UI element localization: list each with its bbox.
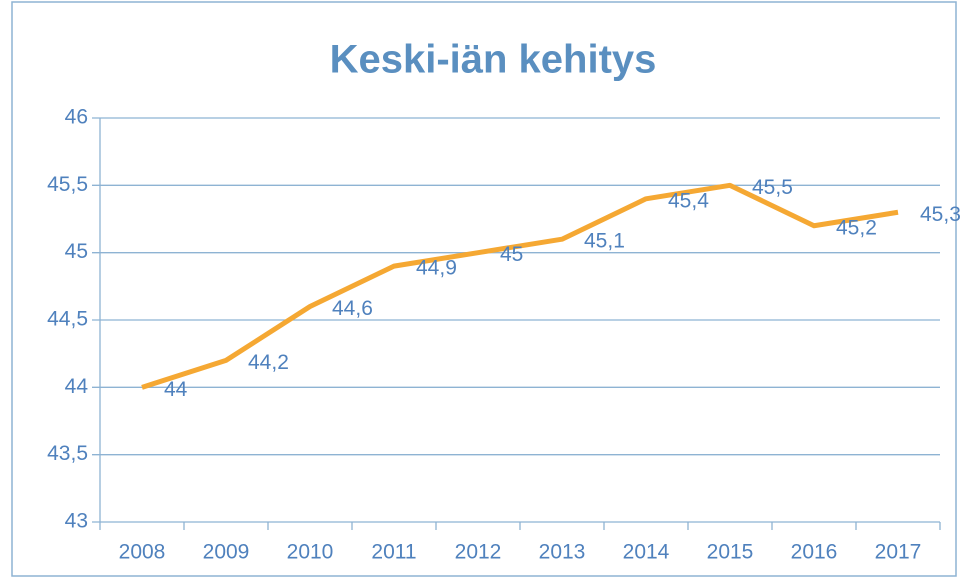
y-tick-label: 45 (65, 240, 88, 263)
data-line (141, 182, 899, 390)
chart-title: Keski-iän kehitys (330, 38, 657, 82)
data-label: 44,9 (416, 257, 457, 280)
data-label: 45,4 (668, 189, 709, 212)
x-tick-label: 2016 (791, 541, 838, 564)
x-tick-label: 2011 (371, 541, 416, 564)
x-tick-label: 2017 (875, 541, 922, 564)
x-tick-label: 2012 (455, 541, 502, 564)
data-label: 45,3 (920, 203, 961, 226)
y-tick-label: 44 (65, 375, 89, 398)
data-label: 45,1 (584, 230, 625, 253)
x-tick-label: 2015 (707, 541, 754, 564)
y-tick-label: 43,5 (47, 442, 88, 465)
data-label: 44 (164, 378, 188, 401)
x-tick-label: 2013 (539, 541, 586, 564)
y-tick-label: 45,5 (47, 173, 88, 196)
chart-border (11, 1, 957, 577)
data-label: 45,2 (836, 216, 877, 239)
x-tick-label: 2010 (287, 541, 334, 564)
x-tick-label: 2014 (623, 541, 670, 564)
y-tick-label: 44,5 (47, 308, 88, 331)
y-tick-label: 46 (65, 106, 88, 129)
x-tick-label: 2008 (119, 541, 166, 564)
data-label: 45,5 (752, 176, 793, 199)
x-tick-label: 2009 (203, 541, 250, 564)
data-label: 44,2 (248, 351, 289, 374)
y-tick-label: 43 (65, 510, 88, 533)
data-label: 45 (500, 243, 523, 266)
data-label: 44,6 (332, 297, 373, 320)
